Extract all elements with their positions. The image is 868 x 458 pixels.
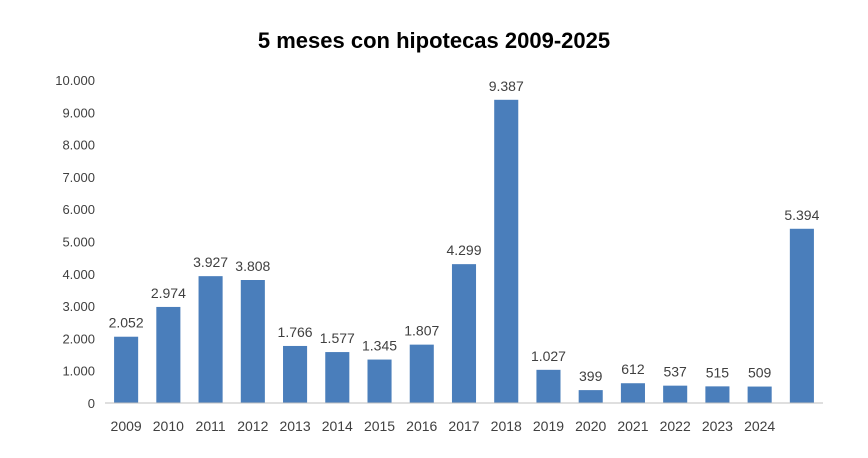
x-tick-label: 2023 xyxy=(702,418,733,434)
bar xyxy=(240,280,265,403)
bar xyxy=(325,352,350,403)
chart-title: 5 meses con hipotecas 2009-2025 xyxy=(257,28,611,53)
data-label: 1.027 xyxy=(531,348,566,364)
y-tick-label: 4.000 xyxy=(62,267,95,282)
data-label: 5.394 xyxy=(784,207,819,223)
x-tick-label: 2015 xyxy=(364,418,395,434)
bar xyxy=(663,385,688,403)
data-label: 1.577 xyxy=(320,330,355,346)
bar xyxy=(367,359,392,403)
data-label: 1.766 xyxy=(278,324,313,340)
x-tick-label: 2009 xyxy=(111,418,142,434)
bar xyxy=(620,383,645,403)
data-label: 3.808 xyxy=(235,258,270,274)
x-tick-label: 2010 xyxy=(153,418,184,434)
x-tick-label: 2024 xyxy=(744,418,775,434)
data-label: 2.052 xyxy=(109,315,144,331)
data-label: 612 xyxy=(621,361,645,377)
bar xyxy=(494,99,519,403)
x-tick-label: 2018 xyxy=(491,418,522,434)
x-tick-label: 2012 xyxy=(237,418,268,434)
x-tick-label: 2020 xyxy=(575,418,606,434)
bar xyxy=(536,369,561,403)
bar xyxy=(451,264,477,403)
bar xyxy=(156,306,181,403)
bar xyxy=(114,336,139,403)
bar xyxy=(789,228,814,403)
y-tick-label: 8.000 xyxy=(62,138,95,153)
y-tick-label: 1.000 xyxy=(62,364,95,379)
x-tick-label: 2017 xyxy=(448,418,479,434)
data-label: 1.345 xyxy=(362,338,397,354)
bar xyxy=(578,390,603,403)
x-tick-label: 2021 xyxy=(617,418,648,434)
data-label: 2.974 xyxy=(151,285,186,301)
y-tick-label: 7.000 xyxy=(62,170,95,185)
bar xyxy=(705,386,730,403)
x-tick-label: 2011 xyxy=(196,418,226,434)
bar xyxy=(747,386,772,403)
x-tick-label: 2019 xyxy=(533,418,564,434)
y-tick-label: 10.000 xyxy=(55,73,95,88)
data-label: 9.387 xyxy=(489,78,524,94)
y-tick-label: 2.000 xyxy=(62,331,95,346)
y-tick-label: 0 xyxy=(88,396,95,411)
data-label: 4.299 xyxy=(446,242,481,258)
x-tick-label: 2014 xyxy=(322,418,353,434)
y-tick-label: 3.000 xyxy=(62,299,95,314)
data-label: 515 xyxy=(706,364,730,380)
x-tick-label: 2016 xyxy=(406,418,437,434)
x-tick-label: 2022 xyxy=(660,418,691,434)
y-tick-label: 5.000 xyxy=(62,235,95,250)
bar xyxy=(283,345,308,403)
bar xyxy=(409,344,434,403)
bar xyxy=(198,276,223,403)
data-label: 3.927 xyxy=(193,254,228,270)
data-label: 509 xyxy=(748,365,772,381)
y-tick-label: 9.000 xyxy=(62,105,95,120)
data-label: 1.807 xyxy=(404,323,439,339)
y-tick-label: 6.000 xyxy=(62,202,95,217)
data-label: 399 xyxy=(579,368,603,384)
data-label: 537 xyxy=(663,364,687,380)
x-tick-label: 2013 xyxy=(279,418,310,434)
